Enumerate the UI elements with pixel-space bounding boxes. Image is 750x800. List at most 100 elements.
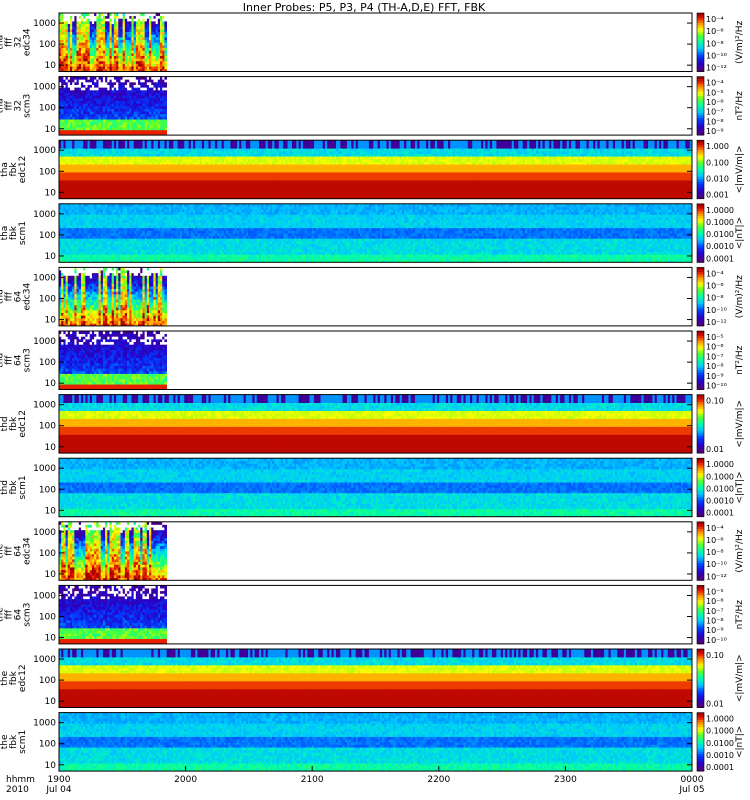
colorbar-segment	[697, 529, 704, 532]
colorbar-segment	[697, 734, 704, 738]
spectrogram-image	[59, 331, 168, 390]
colorbar-segment	[697, 345, 704, 349]
colorbar: 10⁻⁴ 10⁻⁶ 10⁻⁸ 10⁻¹⁰ 10⁻¹² (V/m)²/Hz	[696, 267, 745, 327]
colorbar-segment	[697, 541, 704, 545]
colorbar-segment	[697, 744, 704, 748]
colorbar-segment	[697, 277, 704, 280]
colorbar-segment	[697, 411, 704, 415]
colorbar-segment	[697, 164, 704, 168]
colorbar-tick-label: 0.0010	[706, 751, 734, 760]
colorbar-segment	[697, 42, 704, 46]
colorbar-segment	[697, 560, 704, 564]
colorbar-segment	[697, 641, 704, 645]
y-tick-label: 100	[39, 358, 56, 368]
colorbar-segment	[697, 575, 704, 579]
colorbar-segment	[697, 318, 704, 322]
colorbar-tick-label: 10⁻⁸	[706, 39, 724, 48]
colorbar-frame	[696, 457, 705, 518]
panel-1: 101001000thafff32edc3410⁻⁴10⁻⁶10⁻⁸10⁻¹⁰1…	[0, 12, 745, 73]
colorbar-segment	[697, 316, 704, 319]
colorbar-segment	[697, 670, 704, 674]
colorbar-segment	[697, 311, 704, 315]
colorbar-segment	[697, 284, 704, 288]
colorbar-segment	[697, 196, 704, 200]
colorbar-segment	[697, 218, 704, 222]
colorbar-segment	[697, 619, 704, 623]
colorbar-segment	[697, 423, 704, 427]
y-tick-label: 100	[39, 549, 56, 559]
y-tick-label: 100	[39, 740, 56, 750]
panel-ylabel: thefbkscm1	[0, 730, 28, 754]
colorbar-segment	[697, 331, 704, 334]
colorbar-segment	[697, 118, 704, 121]
colorbar-segment	[697, 680, 704, 684]
colorbar-segment	[697, 548, 704, 552]
colorbar-segment	[697, 379, 704, 383]
colorbar-tick-label: 10⁻⁵	[706, 333, 724, 342]
colorbar-segment	[697, 428, 704, 432]
colorbar-tick-label: 10⁻⁸	[706, 617, 724, 626]
colorbar-segment	[697, 570, 704, 574]
colorbar-segment	[697, 81, 704, 85]
colorbar-segment	[697, 15, 704, 19]
colorbar-frame	[696, 394, 705, 454]
colorbar-tick-label: 0.0100	[706, 230, 734, 239]
spectrogram-image	[59, 712, 692, 772]
colorbar-segment	[697, 634, 704, 637]
colorbar-segment	[697, 348, 704, 351]
x-tick-label: 0000	[681, 775, 704, 785]
colorbar-segment	[697, 286, 704, 290]
x-tick-label: 2100	[301, 775, 324, 785]
colorbar-segment	[697, 377, 704, 381]
colorbar-segment	[697, 533, 704, 537]
panel-ylabel: thdfff64scm3	[0, 348, 33, 372]
colorbar-segment	[697, 763, 704, 767]
colorbar-segment	[697, 749, 704, 752]
y-tick-label: 10	[45, 697, 57, 707]
colorbar-segment	[697, 127, 704, 131]
spectrogram-image	[59, 140, 692, 199]
y-tick-label: 10	[45, 252, 57, 262]
colorbar-segment	[697, 717, 704, 721]
colorbar-segment	[697, 32, 704, 36]
panel-ylabel: thafbkscm1	[0, 221, 28, 245]
colorbar-segment	[697, 536, 704, 540]
colorbar-segment	[697, 418, 704, 422]
x-tick-label: 2000	[174, 775, 197, 785]
colorbar-segment	[697, 313, 704, 317]
colorbar-frame	[696, 712, 705, 772]
panel-frame	[58, 203, 693, 263]
colorbar-segment	[697, 188, 704, 192]
y-tick-label: 1000	[33, 528, 56, 538]
colorbar-segment	[697, 387, 704, 390]
colorbar-segment	[697, 267, 704, 271]
colorbar-segment	[697, 122, 704, 126]
colorbar-segment	[697, 617, 704, 620]
colorbar-segment	[697, 56, 704, 60]
colorbar-segment	[697, 374, 704, 378]
colorbar: 1.0000 0.1000 0.0100 0.0010 0.0001<|nT|>	[696, 457, 745, 518]
colorbar-segment	[697, 34, 704, 38]
colorbar-segment	[697, 739, 704, 743]
y-tick-label: 1000	[33, 273, 56, 283]
colorbar-segment	[697, 61, 704, 65]
colorbar-segment	[697, 399, 704, 403]
year-label: 2010	[6, 785, 29, 795]
colorbar-segment	[697, 25, 704, 29]
spectrogram-image	[59, 13, 168, 72]
colorbar-tick-label: 10⁻⁴	[706, 15, 724, 24]
colorbar-segment	[697, 438, 704, 442]
colorbar-segment	[697, 206, 704, 210]
colorbar-segment	[697, 448, 704, 452]
colorbar-segment	[697, 213, 704, 217]
colorbar-frame	[696, 139, 705, 199]
colorbar-segment	[697, 174, 704, 178]
colorbar-segment	[697, 663, 704, 667]
colorbar-tick-label: 10⁻⁶	[706, 282, 724, 291]
colorbar-segment	[697, 250, 704, 253]
colorbar-segment	[697, 167, 704, 170]
colorbar-segment	[697, 746, 704, 750]
colorbar-segment	[697, 440, 704, 444]
colorbar-segment	[697, 558, 704, 562]
